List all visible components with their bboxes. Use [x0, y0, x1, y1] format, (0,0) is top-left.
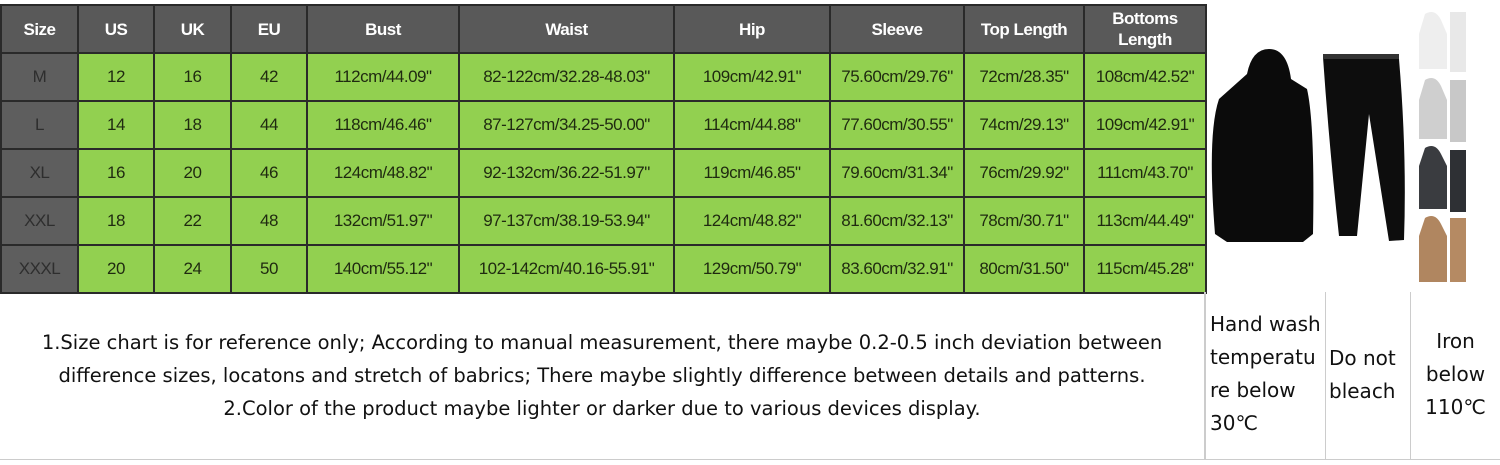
table-cell: 132cm/51.97" — [306, 196, 460, 246]
table-row: XXXL 20 24 50 140cm/55.12" 102-142cm/40.16-55… — [0, 244, 1207, 294]
table-cell: 113cm/44.49" — [1083, 196, 1207, 246]
table-cell: 82-122cm/32.28-48.03" — [458, 52, 675, 102]
black-pants — [1323, 54, 1405, 241]
note-line: difference sizes, locatons and stretch o… — [58, 364, 1146, 387]
table-cell: 124cm/48.82" — [673, 196, 831, 246]
table-cell: 111cm/43.70" — [1083, 148, 1207, 198]
table-cell: 97-137cm/38.19-53.94" — [458, 196, 675, 246]
table-cell: 77.60cm/30.55" — [829, 100, 965, 150]
table-cell: 22 — [153, 196, 232, 246]
table-cell: 12 — [77, 52, 155, 102]
variant-white — [1419, 12, 1466, 72]
table-cell: 24 — [153, 244, 232, 294]
table-cell: 129cm/50.79" — [673, 244, 831, 294]
table-cell: 114cm/44.88" — [673, 100, 831, 150]
table-cell: 78cm/30.71" — [963, 196, 1085, 246]
column-header: Sleeve — [829, 4, 965, 54]
table-cell: 119cm/46.85" — [673, 148, 831, 198]
table-cell: 79.60cm/31.34" — [829, 148, 965, 198]
product-image — [1207, 4, 1500, 292]
column-header: Hip — [673, 4, 831, 54]
table-cell: 83.60cm/32.91" — [829, 244, 965, 294]
table-cell: 76cm/29.92" — [963, 148, 1085, 198]
table-cell: 18 — [77, 196, 155, 246]
size-label: XXL — [0, 196, 79, 246]
header-row: Size US UK EU Bust Waist Hip Sleeve Top Length Bo… — [0, 4, 1207, 54]
column-header: US — [77, 4, 155, 54]
table-cell: 102-142cm/40.16-55.91" — [458, 244, 675, 294]
table-cell: 75.60cm/29.76" — [829, 52, 965, 102]
table-cell: 20 — [153, 148, 232, 198]
table-cell: 50 — [230, 244, 308, 294]
table-row: XL 16 20 46 124cm/48.82" 92-132cm/36.22-51.97… — [0, 148, 1207, 198]
table-cell: 87-127cm/34.25-50.00" — [458, 100, 675, 150]
table-cell: 112cm/44.09" — [306, 52, 460, 102]
column-header: UK — [153, 4, 232, 54]
size-chart-table: Size US UK EU Bust Waist Hip Sleeve Top Length Bo… — [0, 4, 1207, 294]
size-label: XL — [0, 148, 79, 198]
size-notes: 1.Size chart is for reference only; Acco… — [0, 292, 1205, 460]
care-do-not-bleach: Do not bleach — [1325, 292, 1410, 460]
variant-dark-grey — [1419, 146, 1466, 212]
table-row: XXL 18 22 48 132cm/51.97" 97-137cm/38.19-53.9… — [0, 196, 1207, 246]
table-cell: 81.60cm/32.13" — [829, 196, 965, 246]
table-cell: 18 — [153, 100, 232, 150]
table-cell: 80cm/31.50" — [963, 244, 1085, 294]
table-cell: 20 — [77, 244, 155, 294]
note-line: 1.Size chart is for reference only; Acco… — [41, 331, 1163, 354]
table-cell: 16 — [153, 52, 232, 102]
table-cell: 72cm/28.35" — [963, 52, 1085, 102]
note-line: 2.Color of the product maybe lighter or … — [223, 397, 981, 420]
care-hand-wash: Hand wash temperatu re below 30℃ — [1205, 292, 1325, 460]
table-cell: 74cm/29.13" — [963, 100, 1085, 150]
table-cell: 109cm/42.91" — [673, 52, 831, 102]
table-row: M 12 16 42 112cm/44.09" 82-122cm/32.28-48.03"… — [0, 52, 1207, 102]
table-cell: 14 — [77, 100, 155, 150]
table-cell: 44 — [230, 100, 308, 150]
table-cell: 140cm/55.12" — [306, 244, 460, 294]
size-label: L — [0, 100, 79, 150]
table-cell: 124cm/48.82" — [306, 148, 460, 198]
black-hoodie — [1211, 49, 1314, 242]
table-cell: 16 — [77, 148, 155, 198]
table-cell: 42 — [230, 52, 308, 102]
column-header: Top Length — [963, 4, 1085, 54]
variant-khaki — [1419, 216, 1466, 282]
size-label: M — [0, 52, 79, 102]
table-cell: 46 — [230, 148, 308, 198]
column-header: Bottoms Length — [1083, 4, 1207, 54]
column-header: Size — [0, 4, 79, 54]
table-row: L 14 18 44 118cm/46.46" 87-127cm/34.25-50.00"… — [0, 100, 1207, 150]
variant-light-grey — [1419, 78, 1466, 142]
table-cell: 48 — [230, 196, 308, 246]
table-cell: 118cm/46.46" — [306, 100, 460, 150]
care-iron: Iron below 110℃ — [1410, 292, 1500, 460]
column-header: Waist — [458, 4, 675, 54]
column-header: EU — [230, 4, 308, 54]
column-header: Bust — [306, 4, 460, 54]
table-cell: 115cm/45.28" — [1083, 244, 1207, 294]
table-cell: 109cm/42.91" — [1083, 100, 1207, 150]
table-cell: 108cm/42.52" — [1083, 52, 1207, 102]
size-label: XXXL — [0, 244, 79, 294]
table-cell: 92-132cm/36.22-51.97" — [458, 148, 675, 198]
